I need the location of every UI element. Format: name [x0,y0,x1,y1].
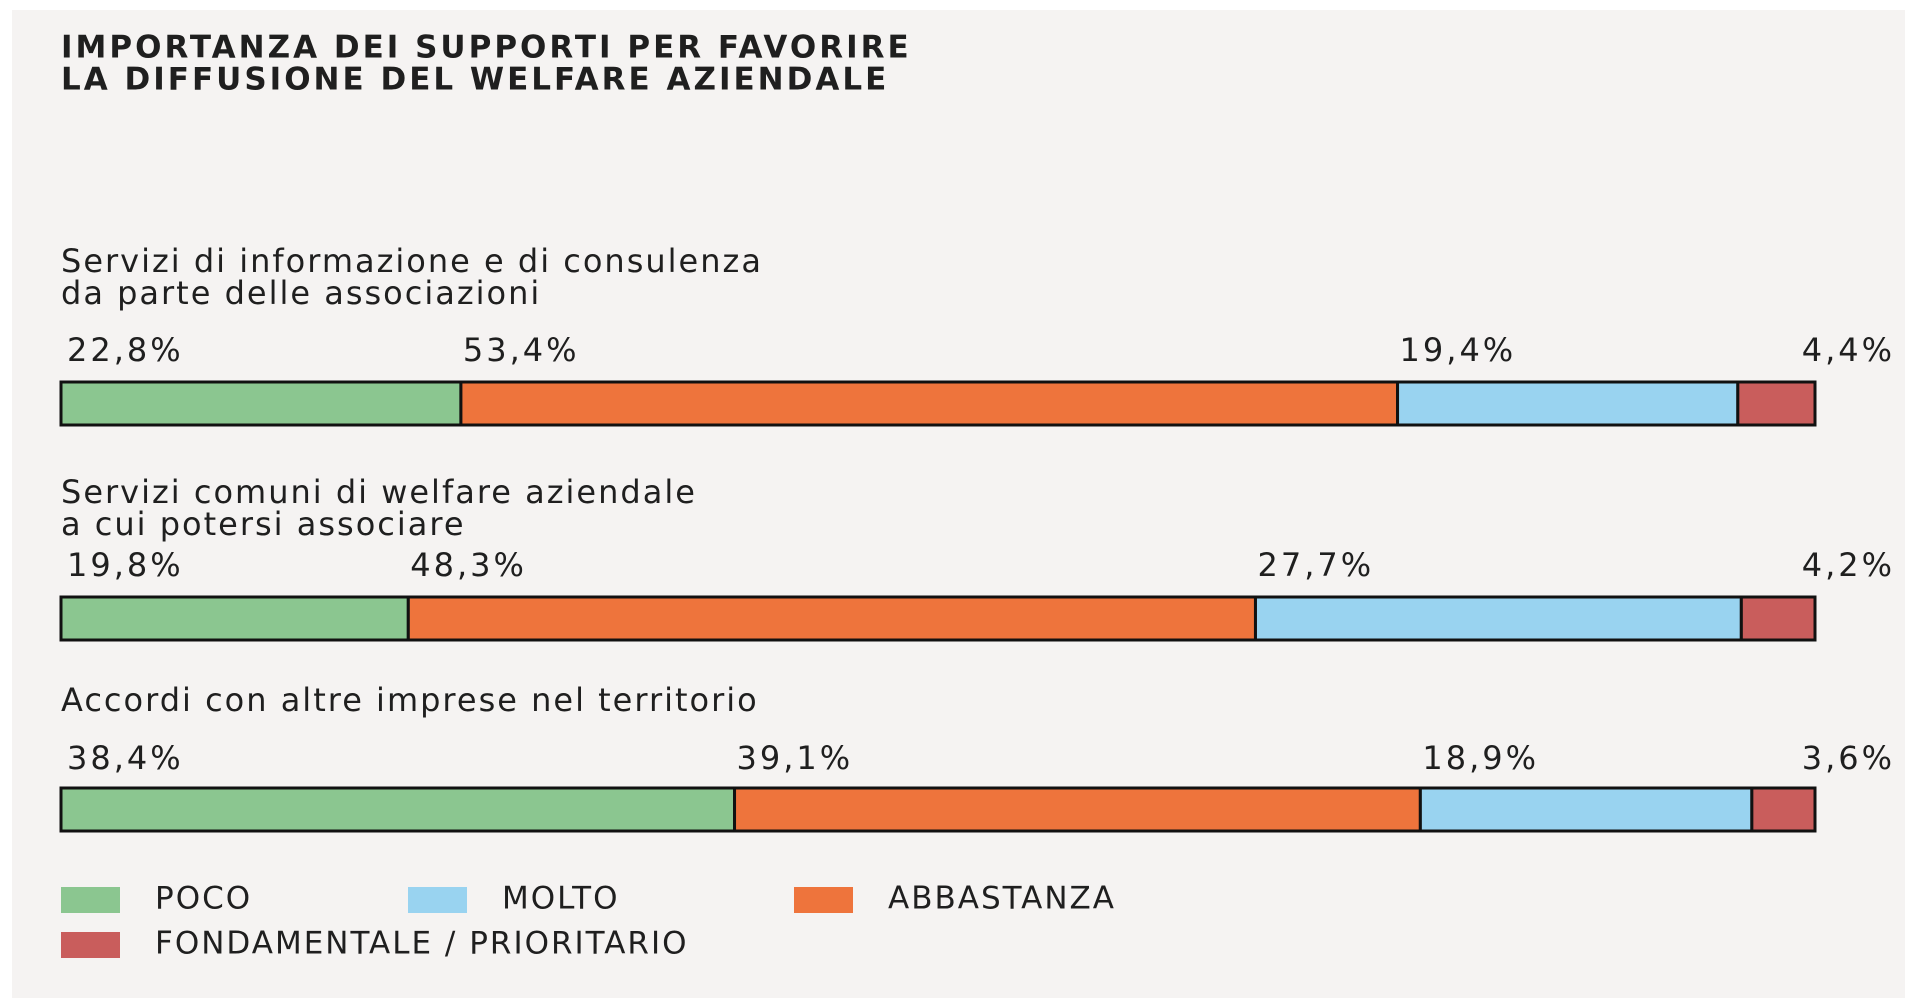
value-label: 18,9% [1422,739,1539,777]
bar-segment [1418,786,1754,833]
panel [12,10,1905,998]
value-label: 3,6% [1802,739,1895,777]
bar-segment [459,380,1400,427]
chart-title: LA DIFFUSIONE DEL WELFARE AZIENDALE [61,62,889,98]
value-label: 19,4% [1400,331,1517,369]
bar-segment [1739,595,1817,642]
legend-swatch [61,932,120,958]
bar-segment [59,380,463,427]
legend-label: POCO [155,881,252,917]
value-label: 39,1% [737,739,854,777]
bar-segment [59,786,737,833]
bar-segment [59,595,410,642]
value-label: 22,8% [67,331,184,369]
bar-segment [1253,595,1743,642]
chart-title: IMPORTANZA DEI SUPPORTI PER FAVORIRE [61,30,912,66]
bar-segment [733,786,1422,833]
category-label: Servizi di informazione e di consulenza [61,242,763,280]
value-label: 48,3% [410,546,527,584]
value-label: 19,8% [67,546,184,584]
legend-swatch [61,887,120,913]
legend-label: MOLTO [502,881,620,917]
value-label: 27,7% [1257,546,1374,584]
bar-segment [1750,786,1817,833]
value-label: 38,4% [67,739,184,777]
bar-segment [1396,380,1740,427]
bar-segment [406,595,1257,642]
legend-swatch [794,887,853,913]
category-label: da parte delle associazioni [61,274,541,312]
value-label: 4,4% [1802,331,1895,369]
value-label: 4,2% [1802,546,1895,584]
legend-label: ABBASTANZA [888,881,1116,917]
legend-swatch [408,887,467,913]
bar-segment [1736,380,1817,427]
value-label: 53,4% [463,331,580,369]
category-label: Servizi comuni di welfare aziendale [61,473,697,511]
legend-label: FONDAMENTALE / PRIORITARIO [155,926,689,962]
category-label: Accordi con altre imprese nel territorio [61,681,759,719]
category-label: a cui potersi associare [61,505,466,543]
